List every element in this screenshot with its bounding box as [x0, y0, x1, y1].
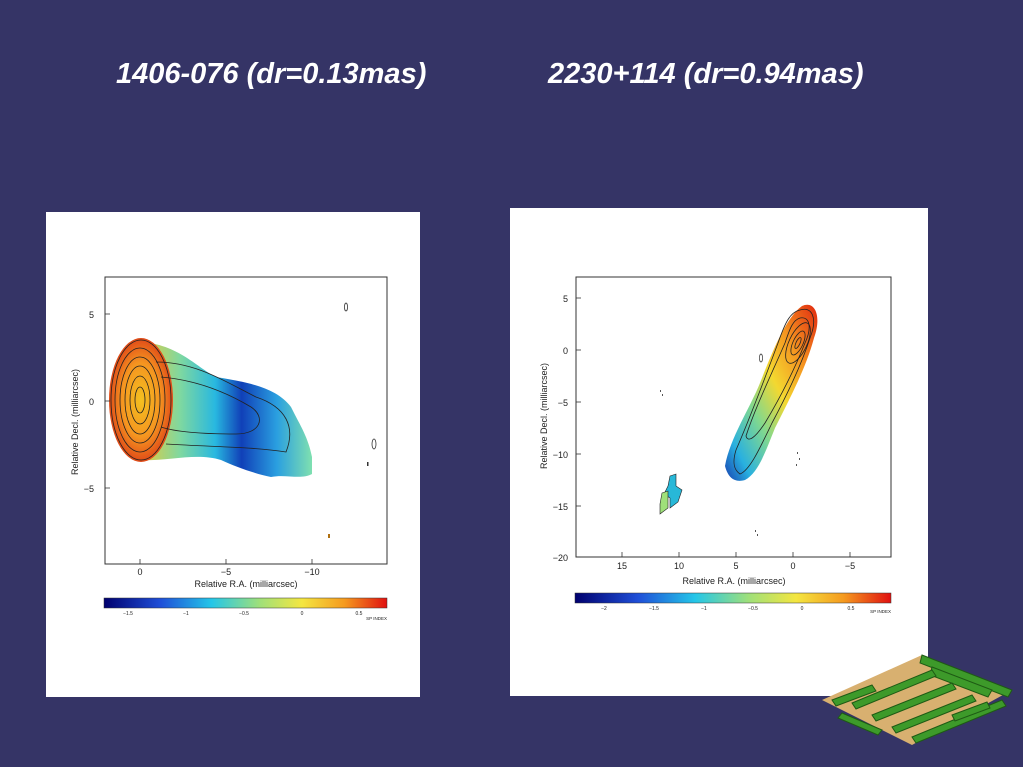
colorbar-tick: 0.5 [848, 606, 855, 612]
colorbar-tick: 0 [801, 606, 804, 612]
core-emission [109, 338, 173, 462]
colorbar-label: SP INDEX [366, 616, 387, 621]
ytick: −5 [84, 484, 94, 494]
colorbar-tick: −1.5 [649, 606, 659, 612]
contours [110, 339, 291, 461]
ytick: 5 [563, 294, 568, 304]
xtick: 10 [674, 561, 684, 571]
colorbar-tick: 0 [301, 611, 304, 617]
secondary-component [663, 473, 683, 509]
colorbar-label: SP INDEX [870, 609, 891, 614]
ytick: −10 [553, 450, 568, 460]
ytick: −5 [558, 398, 568, 408]
xtick: 15 [617, 561, 627, 571]
xtick: 0 [790, 561, 795, 571]
plot-frame [575, 276, 892, 558]
ytick: −15 [553, 502, 568, 512]
ytick: −20 [553, 553, 568, 563]
left-plot: 5 0 −5 0 −5 −10 Relative R.A. (milliarcs… [70, 276, 388, 621]
colorbar-tick: 0.5 [356, 611, 363, 617]
jet-emission [725, 304, 818, 481]
right-plot: 5 0 −5 −10 −15 −20 15 10 5 0 −5 Relative… [539, 276, 892, 614]
contours [733, 308, 814, 475]
left-plot-panel: 5 0 −5 0 −5 −10 Relative R.A. (milliarcs… [46, 212, 420, 697]
title-right: 2230+114 (dr=0.94mas) [548, 58, 864, 90]
xtick: −5 [845, 561, 855, 571]
xtick: 5 [733, 561, 738, 571]
right-plot-panel: 5 0 −5 −10 −15 −20 15 10 5 0 −5 Relative… [510, 208, 928, 696]
xtick: −5 [221, 567, 231, 577]
colorbar-tick: −0.5 [239, 611, 249, 617]
y-axis-label: Relative Decl. (milliarcsec) [70, 369, 80, 475]
x-axis-label: Relative R.A. (milliarcsec) [194, 579, 297, 589]
colorbar-tick: −0.5 [748, 606, 758, 612]
colorbar-tick: −1 [183, 611, 189, 617]
plot-frame [104, 276, 388, 565]
colorbar-tick: −2 [601, 606, 607, 612]
colorbar [103, 597, 388, 609]
maze-icon [822, 654, 1013, 745]
y-axis-label: Relative Decl. (milliarcsec) [539, 363, 549, 469]
xtick: 0 [137, 567, 142, 577]
title-left: 1406-076 (dr=0.13mas) [116, 58, 427, 90]
colorbar-tick: −1.5 [123, 611, 133, 617]
x-axis-label: Relative R.A. (milliarcsec) [682, 576, 785, 586]
xtick: −10 [304, 567, 319, 577]
colorbar [574, 592, 892, 604]
jet-emission [136, 342, 312, 477]
colorbar-tick: −1 [701, 606, 707, 612]
ytick: 5 [89, 310, 94, 320]
ytick: 0 [563, 346, 568, 356]
ytick: 0 [89, 397, 94, 407]
